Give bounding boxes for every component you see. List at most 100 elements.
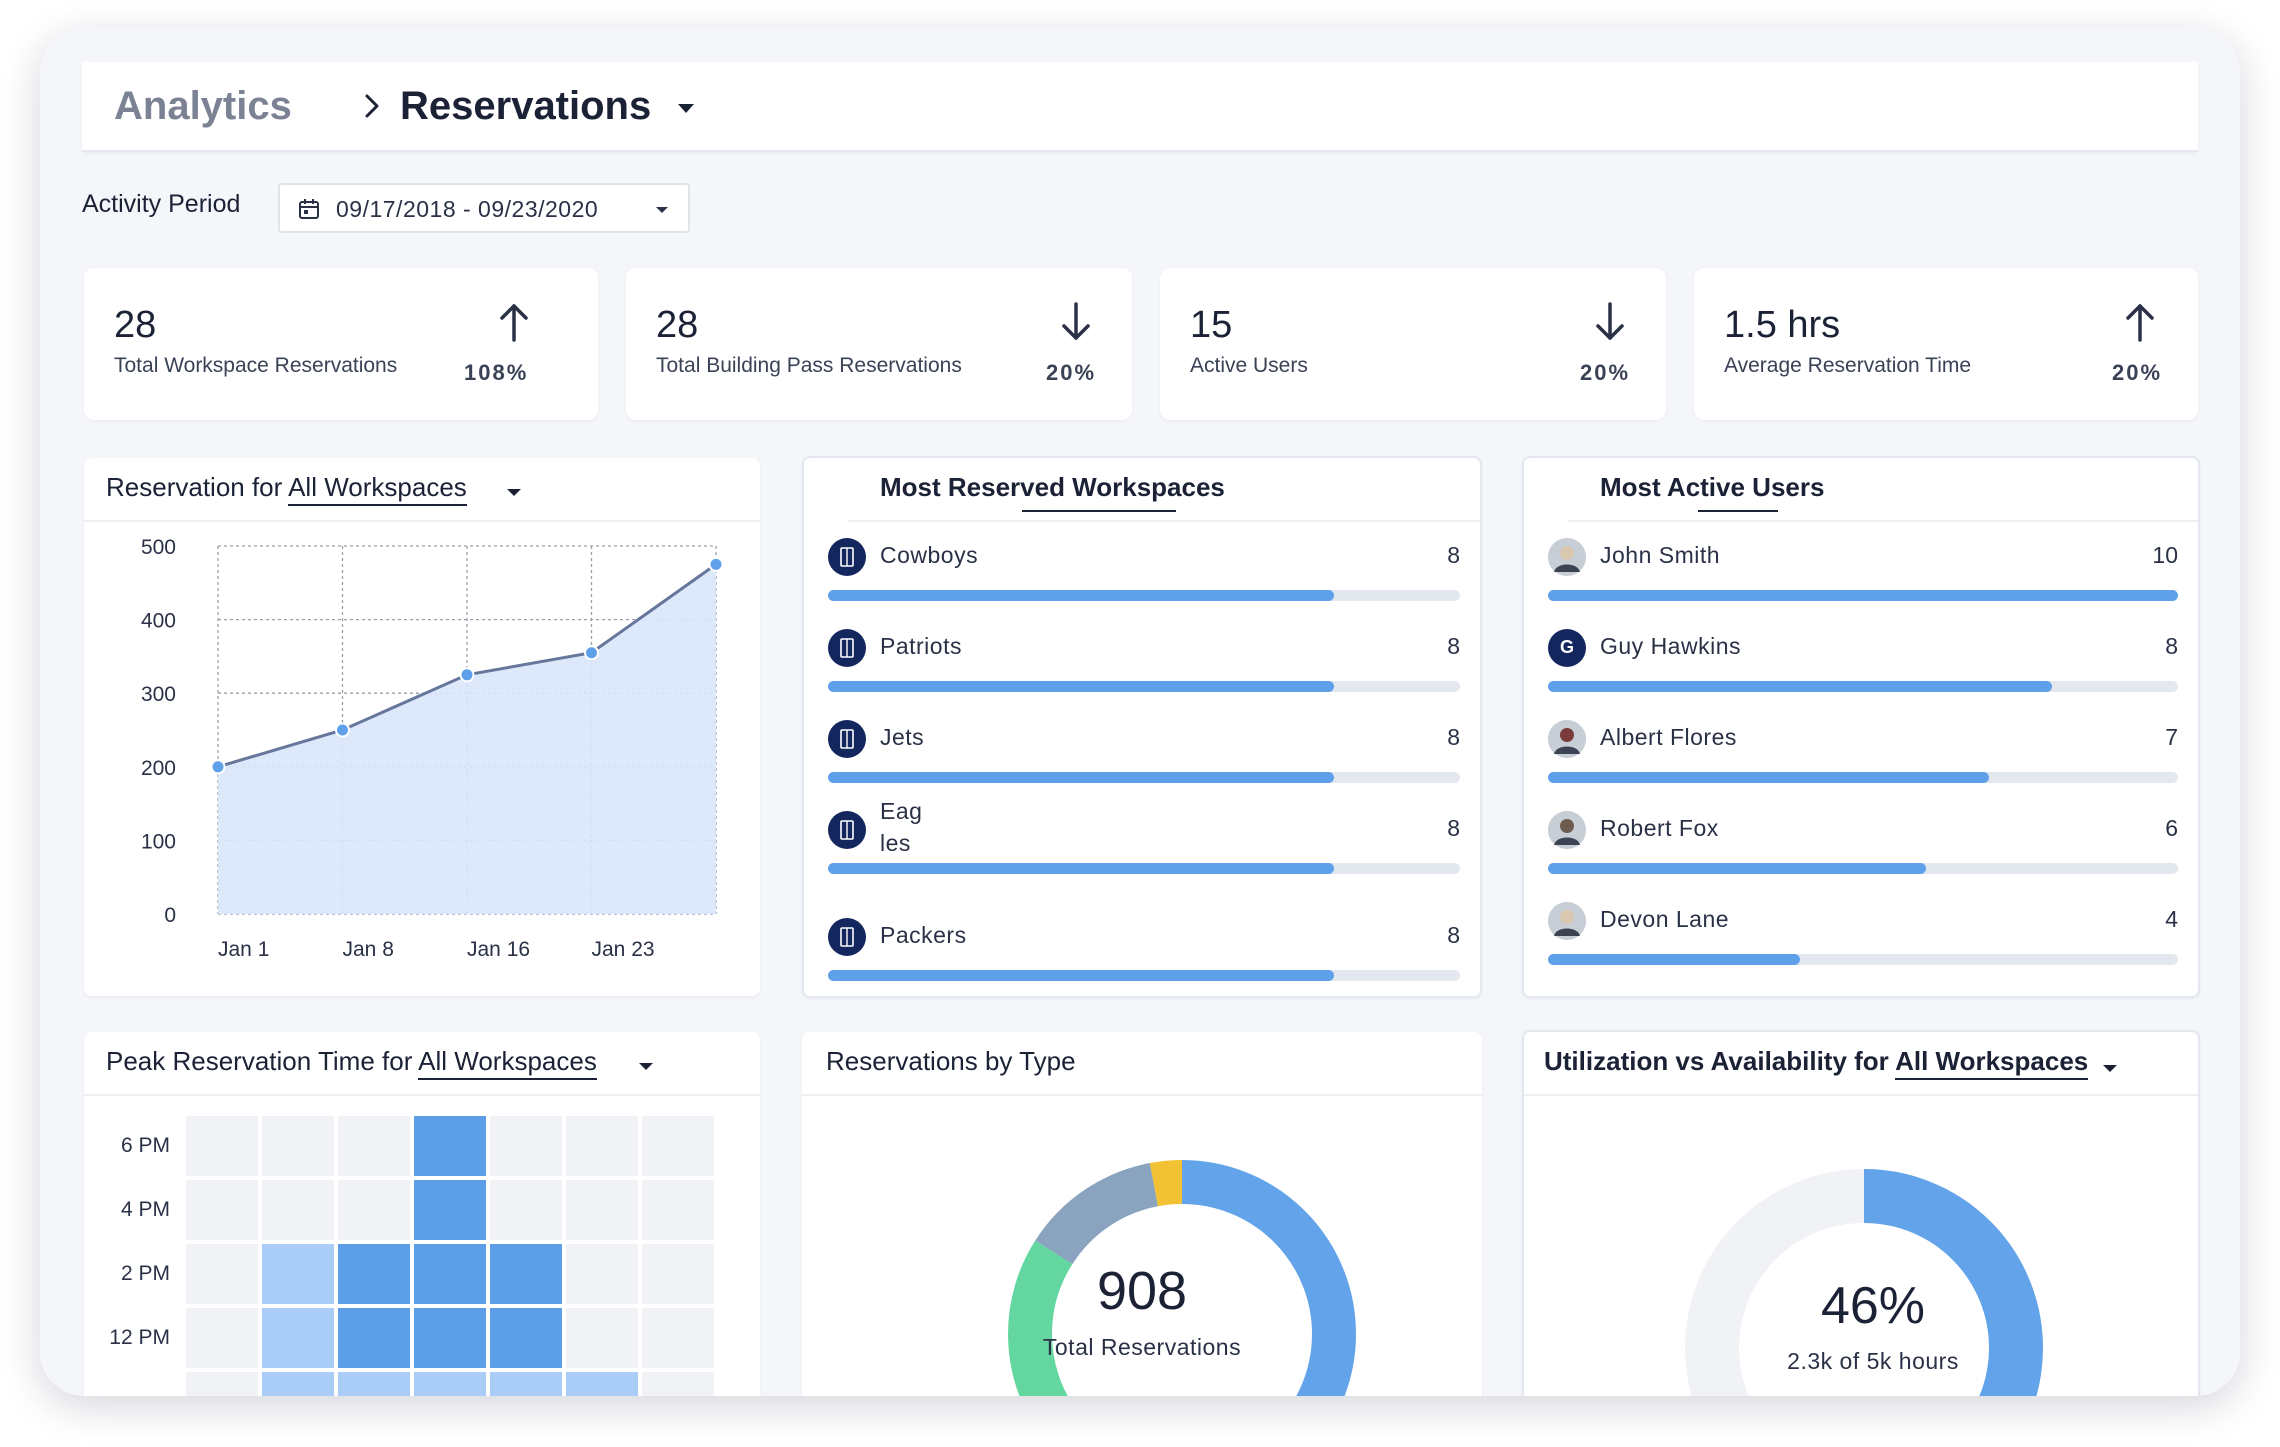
heatmap-cell[interactable] xyxy=(262,1308,334,1368)
heatmap-cell[interactable] xyxy=(642,1308,714,1368)
heatmap-cell[interactable] xyxy=(186,1180,258,1240)
heatmap-cell[interactable] xyxy=(414,1116,486,1176)
heatmap-cell[interactable] xyxy=(642,1372,714,1396)
workspace-name: Eag les xyxy=(880,798,923,856)
heatmap-cell[interactable] xyxy=(490,1372,562,1396)
caret-down-icon[interactable] xyxy=(2098,1056,2122,1080)
heatmap-cell[interactable] xyxy=(338,1116,410,1176)
heatmap-cell[interactable] xyxy=(338,1180,410,1240)
heatmap-cell[interactable] xyxy=(566,1244,638,1304)
heatmap-y-label: 12 PM xyxy=(109,1326,170,1349)
workspace-row[interactable]: Patriots 8 xyxy=(828,629,1460,709)
data-point[interactable] xyxy=(210,759,226,775)
user-row[interactable]: John Smith 10 xyxy=(1548,538,2178,618)
progress-track xyxy=(1548,863,2178,874)
progress-track xyxy=(1548,681,2178,692)
workspace-name: Cowboys xyxy=(880,542,979,568)
progress-track xyxy=(828,772,1460,783)
heatmap-cell[interactable] xyxy=(566,1372,638,1396)
row-count: 6 xyxy=(2165,815,2178,841)
utilization-percent: 46% xyxy=(1820,1277,1926,1335)
progress-track xyxy=(828,590,1460,601)
reservation-area-chart: 500 400 300 200 100 0 Jan 1 Jan 8 Jan 16 Jan 23 xyxy=(141,536,724,961)
donut-slice[interactable] xyxy=(1008,1160,1356,1396)
heatmap-cell[interactable] xyxy=(186,1308,258,1368)
heatmap-cell[interactable] xyxy=(262,1180,334,1240)
reservations-type-donut xyxy=(1008,1160,1356,1396)
kpi-label: Total Workspace Reservations xyxy=(114,354,398,377)
title-underline xyxy=(1022,510,1176,512)
activity-period-select[interactable]: 09/17/2018 - 09/23/2020 xyxy=(278,183,690,233)
data-point[interactable] xyxy=(459,667,475,683)
heatmap-cell[interactable] xyxy=(186,1116,258,1176)
user-row[interactable]: Devon Lane 4 xyxy=(1548,902,2178,982)
y-tick-label: 200 xyxy=(141,757,176,780)
heatmap-cell[interactable] xyxy=(490,1116,562,1176)
workspace-row[interactable]: Cowboys 8 xyxy=(828,538,1460,618)
heatmap-cell[interactable] xyxy=(262,1116,334,1176)
heatmap-y-label: 4 PM xyxy=(120,1198,170,1221)
workspace-row[interactable]: Eag les 8 xyxy=(828,798,1460,891)
heatmap-cell[interactable] xyxy=(186,1372,258,1396)
card-header: Most Active Users xyxy=(1568,458,2198,522)
heatmap-cell[interactable] xyxy=(566,1308,638,1368)
title-prefix: Peak Reservation Time for xyxy=(106,1046,419,1076)
heatmap-cell[interactable] xyxy=(490,1180,562,1240)
progress-fill xyxy=(1548,681,2052,692)
heatmap-cell[interactable] xyxy=(338,1308,410,1368)
workspace-filter-link[interactable]: All Workspaces xyxy=(418,1046,597,1080)
caret-down-icon xyxy=(656,207,668,213)
card-title: Peak Reservation Time for All Workspaces xyxy=(106,1046,597,1080)
heatmap-cell[interactable] xyxy=(642,1244,714,1304)
progress-track xyxy=(828,970,1460,981)
data-point[interactable] xyxy=(584,645,599,661)
heatmap-cell[interactable] xyxy=(642,1180,714,1240)
heatmap-cell[interactable] xyxy=(338,1244,410,1304)
heatmap-cell[interactable] xyxy=(414,1308,486,1368)
heatmap-cell[interactable] xyxy=(414,1244,486,1304)
heatmap-cell[interactable] xyxy=(338,1372,410,1396)
workspace-row[interactable]: Jets 8 xyxy=(828,720,1460,800)
utilization-arc[interactable] xyxy=(1685,1169,2043,1396)
total-reservations-label: Total Reservations xyxy=(1042,1334,1242,1360)
breadcrumb-reservations: Reservations xyxy=(400,84,652,128)
heatmap-cell[interactable] xyxy=(262,1244,334,1304)
kpi-change: 108% xyxy=(464,360,529,385)
heatmap-cell[interactable] xyxy=(566,1180,638,1240)
caret-down-icon[interactable] xyxy=(634,1054,658,1078)
breadcrumb-analytics[interactable]: Analytics xyxy=(114,84,292,128)
heatmap-cell[interactable] xyxy=(262,1372,334,1396)
caret-down-icon[interactable] xyxy=(670,92,702,124)
heatmap-cell[interactable] xyxy=(414,1372,486,1396)
workspace-door-icon xyxy=(828,538,866,576)
user-name: Albert Flores xyxy=(1600,724,1737,750)
workspace-row[interactable]: Packers 8 xyxy=(828,918,1460,996)
heatmap-cell[interactable] xyxy=(490,1244,562,1304)
donut-slice[interactable] xyxy=(1008,1160,1356,1396)
data-point[interactable] xyxy=(708,556,724,572)
heatmap-cell[interactable] xyxy=(490,1308,562,1368)
x-tick-label: Jan 1 xyxy=(218,938,269,961)
caret-down-icon[interactable] xyxy=(502,480,526,504)
kpi-card-building-pass-reservations: 28 Total Building Pass Reservations 20% xyxy=(626,268,1132,420)
progress-track xyxy=(1548,954,2178,965)
workspace-door-icon xyxy=(828,629,866,667)
heatmap-cell[interactable] xyxy=(186,1244,258,1304)
user-row[interactable]: G Guy Hawkins 8 xyxy=(1548,629,2178,709)
heatmap-cell[interactable] xyxy=(414,1180,486,1240)
workspace-filter-link[interactable]: All Workspaces xyxy=(1895,1046,2089,1080)
y-tick-label: 0 xyxy=(164,904,176,927)
workspace-filter-link[interactable]: All Workspaces xyxy=(288,472,467,506)
heatmap-cell[interactable] xyxy=(642,1116,714,1176)
user-row[interactable]: Albert Flores 7 xyxy=(1548,720,2178,800)
heatmap-cell[interactable] xyxy=(566,1116,638,1176)
data-point[interactable] xyxy=(335,722,350,738)
utilization-donut xyxy=(1685,1169,2043,1396)
arrow-down-icon xyxy=(1596,302,1624,340)
progress-fill xyxy=(1548,590,2178,601)
workspace-door-icon xyxy=(828,720,866,758)
calendar-icon xyxy=(299,199,319,219)
kpi-value: 28 xyxy=(114,304,157,346)
card-title: Reservation for All Workspaces xyxy=(106,472,467,506)
user-row[interactable]: Robert Fox 6 xyxy=(1548,811,2178,891)
